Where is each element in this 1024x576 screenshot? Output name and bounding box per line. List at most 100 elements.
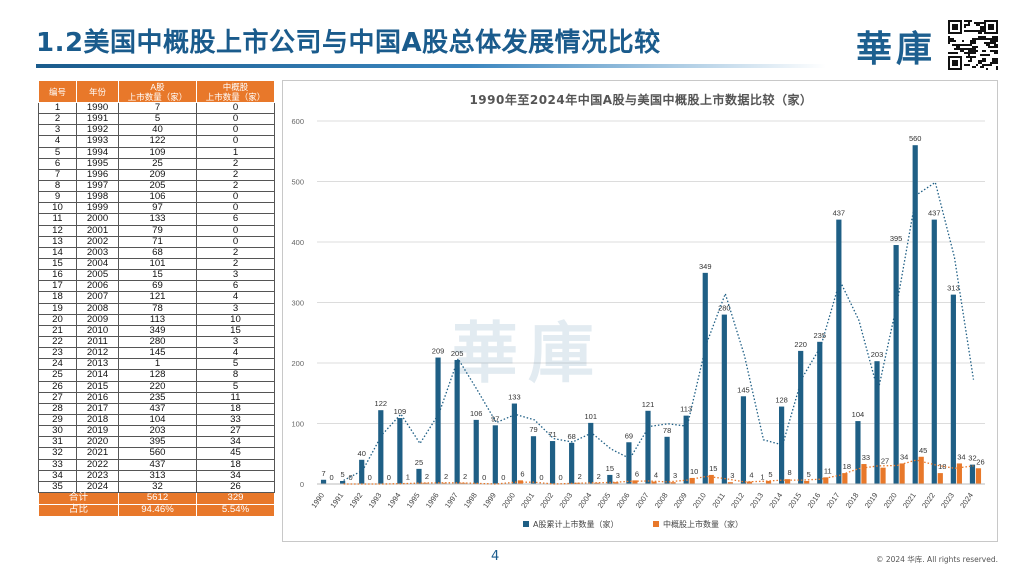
cell-index: 21: [38, 324, 77, 337]
cell-china-concept: 0: [196, 224, 275, 237]
data-label-a-share: 40: [358, 449, 366, 458]
cell-china-concept: 4: [196, 291, 275, 304]
data-label-china-concept: 4: [654, 471, 658, 480]
cell-china-concept: 1: [196, 146, 275, 159]
bar-a-share: [950, 294, 956, 484]
bar-china-concept: [937, 473, 943, 484]
data-label-a-share: 69: [625, 431, 633, 440]
y-tick-label: 600: [291, 117, 304, 126]
data-label-china-concept: 0: [539, 473, 543, 482]
data-label-china-concept: 3: [730, 471, 734, 480]
cell-year: 2008: [76, 302, 119, 315]
bar-chart: 1990年至2024年中国A股与美国中概股上市数据比较（家）0100200300…: [291, 92, 985, 529]
table-row: 35 2024 32 26: [38, 480, 275, 493]
data-label-a-share: 133: [508, 393, 521, 402]
bar-china-concept: [613, 482, 619, 484]
bar-a-share: [931, 219, 937, 485]
table-row: 12 2001 79 0: [38, 224, 275, 237]
cell-a-share: 560: [118, 447, 197, 460]
table-row: 14 2003 68 2: [38, 246, 275, 259]
cell-index: 17: [38, 280, 77, 293]
data-label-a-share: 128: [775, 396, 788, 405]
bar-a-share: [817, 341, 823, 484]
cell-china-concept: 0: [196, 135, 275, 148]
cell-index: 31: [38, 436, 77, 449]
cell-year: 1992: [76, 124, 119, 137]
y-tick-label: 300: [291, 299, 304, 308]
cell-year: 2013: [76, 358, 119, 371]
bar-a-share: [530, 436, 537, 484]
x-tick-label: 1991: [328, 491, 345, 510]
cell-year: 1994: [76, 146, 119, 159]
data-label-a-share: 106: [470, 409, 483, 418]
page-number: 4: [491, 549, 500, 564]
cell-index: 23: [38, 347, 77, 360]
header-a-share-count: A股 上市数量（家）: [118, 80, 197, 103]
bar-china-concept: [975, 468, 982, 484]
cell-china-concept: 27: [196, 425, 275, 438]
bar-a-share: [893, 245, 899, 484]
cell-year: 2022: [76, 458, 119, 471]
cell-year: 2005: [76, 269, 119, 282]
cell-year: 2014: [76, 369, 119, 382]
cell-year: 1999: [76, 202, 119, 215]
x-tick-label: 2021: [901, 491, 918, 510]
data-label-a-share: 121: [642, 400, 655, 409]
data-label-a-share: 97: [491, 414, 499, 423]
total-a-share: 5612: [118, 491, 197, 505]
cell-china-concept: 34: [196, 469, 275, 482]
bar-china-concept: [765, 480, 772, 484]
bar-a-share: [740, 396, 747, 484]
header-year: 年份: [76, 80, 119, 103]
y-tick-label: 200: [291, 359, 304, 368]
cell-a-share: 113: [118, 313, 197, 326]
cell-index: 9: [38, 191, 77, 204]
cell-index: 20: [38, 313, 77, 326]
cell-year: 2017: [76, 402, 119, 415]
cell-china-concept: 18: [196, 402, 275, 415]
cell-a-share: 220: [118, 380, 197, 393]
data-label-china-concept: 18: [843, 462, 851, 471]
cell-a-share: 25: [118, 157, 197, 170]
x-tick-label: 2014: [767, 491, 784, 510]
cell-a-share: 97: [118, 202, 197, 215]
header-china-concept-count: 中概股 上市数量（家）: [196, 80, 275, 103]
data-label-china-concept: 3: [673, 471, 677, 480]
table-row: 27 2016 235 11: [38, 391, 275, 404]
cell-a-share: 395: [118, 436, 197, 449]
bar-a-share: [588, 422, 594, 484]
bar-china-concept: [899, 463, 905, 484]
data-table: 编号 年份 A股 上市数量（家） 中概股 上市数量（家） 1 1990 7 0 2 199…: [38, 80, 275, 517]
x-tick-label: 2001: [519, 491, 536, 510]
data-label-china-concept: 33: [862, 453, 870, 462]
brand-logo: 華庫: [856, 28, 937, 70]
bar-china-concept: [918, 456, 924, 484]
cell-a-share: 69: [118, 280, 197, 293]
cell-china-concept: 45: [196, 447, 275, 460]
cell-index: 19: [38, 302, 77, 315]
data-label-china-concept: 5: [768, 470, 772, 479]
data-label-china-concept: 2: [463, 472, 467, 481]
table-row: 22 2011 280 3: [38, 335, 275, 349]
cell-year: 2003: [76, 246, 119, 259]
cell-china-concept: 3: [196, 335, 275, 349]
data-label-china-concept: 26: [976, 457, 984, 466]
data-label-a-share: 109: [394, 407, 407, 416]
cell-index: 33: [38, 458, 77, 471]
ratio-label: 占比: [38, 503, 119, 517]
data-label-china-concept: 2: [597, 472, 601, 481]
cell-year: 2006: [76, 280, 119, 293]
table-ratio-row: 占比 94.46% 5.54%: [38, 503, 275, 517]
legend-label-china-concept: 中概股上市数量（家）: [663, 519, 743, 529]
table-row: 20 2009 113 10: [38, 313, 275, 326]
cell-index: 34: [38, 469, 77, 482]
data-label-china-concept: 34: [957, 452, 965, 461]
cell-china-concept: 2: [196, 168, 275, 181]
x-tick-label: 2013: [748, 491, 765, 510]
table-row: 4 1993 122 0: [38, 135, 275, 148]
table-row: 28 2017 437 18: [38, 402, 275, 415]
cell-index: 24: [38, 358, 77, 371]
x-tick-label: 2015: [786, 491, 803, 510]
data-label-china-concept: 5: [807, 470, 811, 479]
cell-a-share: 313: [118, 469, 197, 482]
